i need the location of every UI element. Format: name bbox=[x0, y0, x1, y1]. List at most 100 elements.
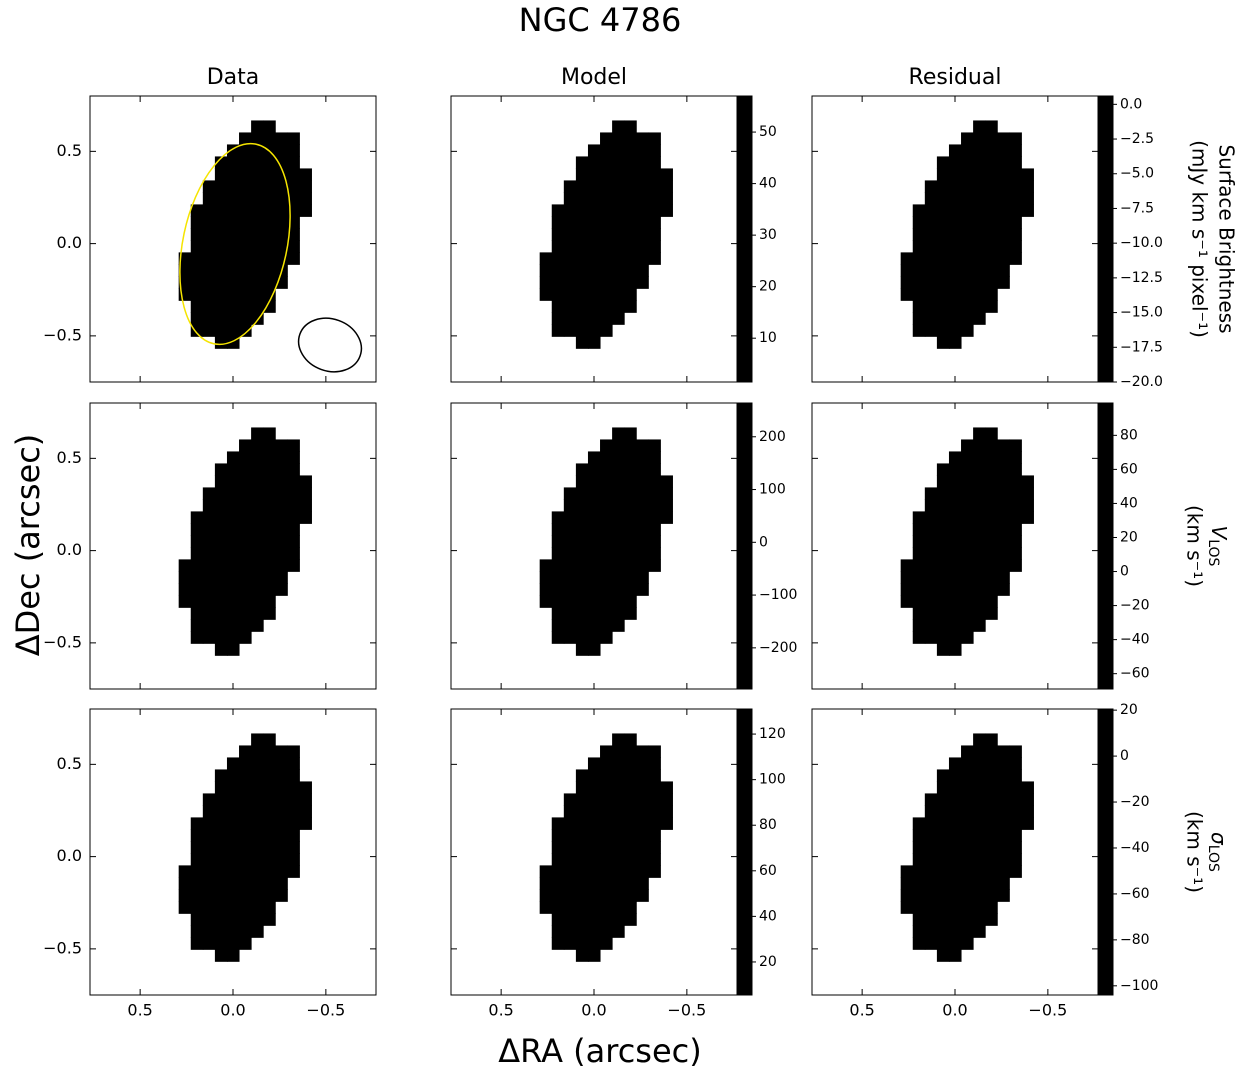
map-pixel bbox=[900, 889, 914, 902]
map-pixel bbox=[948, 595, 962, 608]
map-pixel bbox=[251, 427, 264, 440]
map-pixel bbox=[924, 559, 938, 572]
map-pixel bbox=[587, 451, 601, 464]
map-pixel bbox=[190, 312, 204, 325]
map-pixel bbox=[575, 324, 589, 337]
map-pixel bbox=[1009, 511, 1022, 524]
map-pixel bbox=[648, 511, 661, 524]
map-pixel bbox=[948, 829, 962, 842]
map-pixel bbox=[287, 499, 300, 512]
map-pixel bbox=[624, 300, 637, 313]
map-pixel bbox=[948, 451, 962, 464]
map-pixel bbox=[636, 745, 649, 758]
map-pixel bbox=[961, 829, 974, 842]
map-pixel bbox=[563, 901, 577, 914]
map-pixel bbox=[973, 312, 986, 325]
map-pixel bbox=[961, 925, 974, 938]
map-pixel bbox=[287, 769, 300, 782]
map-pixel bbox=[587, 913, 601, 926]
colorbar-tick-label: −100 bbox=[1120, 978, 1158, 994]
map-pixel bbox=[190, 925, 204, 938]
map-pixel bbox=[924, 571, 938, 584]
map-pixel bbox=[214, 204, 228, 217]
map-pixel bbox=[636, 511, 649, 524]
colorbar-label: Surface Brightness bbox=[1215, 144, 1239, 333]
map-pixel bbox=[190, 583, 204, 596]
map-pixel bbox=[587, 192, 601, 205]
map-pixel bbox=[973, 547, 986, 560]
map-pixel bbox=[948, 535, 962, 548]
map-pixel bbox=[948, 499, 962, 512]
map-pixel bbox=[948, 336, 962, 349]
panel bbox=[900, 733, 1034, 962]
map-pixel bbox=[251, 228, 264, 241]
map-pixel bbox=[600, 547, 613, 560]
map-pixel bbox=[936, 949, 950, 962]
map-pixel bbox=[275, 523, 288, 536]
map-pixel bbox=[587, 228, 601, 241]
map-pixel bbox=[275, 841, 288, 854]
map-pixel bbox=[973, 511, 986, 524]
map-pixel bbox=[973, 745, 986, 758]
map-pixel bbox=[587, 781, 601, 794]
map-pixel bbox=[239, 781, 252, 794]
map-pixel bbox=[912, 607, 926, 620]
map-pixel bbox=[624, 805, 637, 818]
map-pixel bbox=[985, 144, 998, 157]
map-pixel bbox=[973, 901, 986, 914]
map-pixel bbox=[612, 559, 625, 572]
map-pixel bbox=[612, 745, 625, 758]
map-pixel bbox=[624, 583, 637, 596]
map-pixel bbox=[997, 180, 1010, 193]
map-pixel bbox=[239, 889, 252, 902]
map-pixel bbox=[551, 853, 565, 866]
map-pixel bbox=[275, 463, 288, 476]
map-pixel bbox=[973, 204, 986, 217]
map-pixel bbox=[539, 583, 553, 596]
map-pixel bbox=[214, 937, 228, 950]
map-pixel bbox=[214, 168, 228, 181]
map-pixel bbox=[912, 511, 926, 524]
map-pixel bbox=[600, 264, 613, 277]
map-pixel bbox=[936, 583, 950, 596]
map-pixel bbox=[961, 595, 974, 608]
map-pixel bbox=[912, 877, 926, 890]
map-pixel bbox=[563, 204, 577, 217]
map-pixel bbox=[575, 204, 589, 217]
map-pixel bbox=[551, 583, 565, 596]
map-pixel bbox=[575, 288, 589, 301]
map-pixel bbox=[648, 240, 661, 253]
map-pixel bbox=[948, 781, 962, 794]
colorbar-tick-label: 200 bbox=[759, 429, 786, 445]
map-pixel bbox=[575, 156, 589, 169]
map-pixel bbox=[636, 889, 649, 902]
map-pixel bbox=[214, 324, 228, 337]
map-pixel bbox=[251, 475, 264, 488]
map-pixel bbox=[587, 288, 601, 301]
map-pixel bbox=[263, 571, 276, 584]
map-pixel bbox=[912, 204, 926, 217]
map-pixel bbox=[612, 805, 625, 818]
y-tick-label: 0.5 bbox=[57, 754, 82, 773]
map-pixel bbox=[587, 276, 601, 289]
map-pixel bbox=[226, 559, 240, 572]
map-pixel bbox=[624, 829, 637, 842]
map-pixel bbox=[636, 499, 649, 512]
map-pixel bbox=[636, 781, 649, 794]
map-pixel bbox=[275, 559, 288, 572]
map-pixel bbox=[251, 619, 264, 632]
map-pixel bbox=[226, 607, 240, 620]
map-pixel bbox=[997, 889, 1010, 902]
map-pixel bbox=[924, 511, 938, 524]
map-pixel bbox=[961, 324, 974, 337]
map-pixel bbox=[239, 288, 252, 301]
colorbar-tick-label: −80 bbox=[1120, 932, 1150, 948]
map-pixel bbox=[985, 463, 998, 476]
map-pixel bbox=[190, 240, 204, 253]
map-pixel bbox=[226, 535, 240, 548]
map-pixel bbox=[973, 571, 986, 584]
map-pixel bbox=[214, 336, 228, 349]
map-pixel bbox=[912, 523, 926, 536]
map-pixel bbox=[239, 451, 252, 464]
map-pixel bbox=[648, 252, 661, 265]
